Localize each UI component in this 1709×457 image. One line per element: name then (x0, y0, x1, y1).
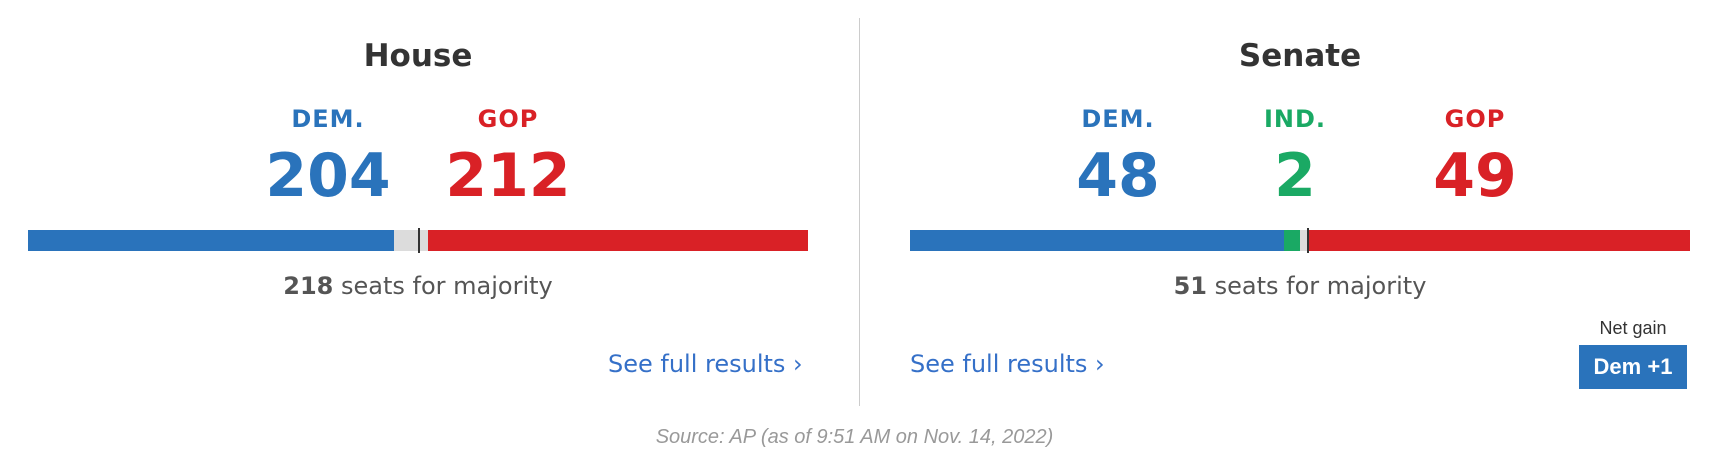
senate-seat-bar (910, 228, 1690, 253)
net-gain-badge: Dem +1 (1579, 345, 1687, 389)
panel-divider (859, 18, 860, 406)
house-see-full-results-link[interactable]: See full results › (608, 350, 803, 378)
house-majority-number: 218 (283, 272, 334, 300)
senate-majority-number: 51 (1173, 272, 1208, 300)
senate-gop-count: 49 (1433, 141, 1517, 211)
house-gop-label: GOP (477, 105, 539, 133)
senate-majority-text: 51 seats for majority (910, 272, 1690, 300)
senate-majority-marker (1306, 228, 1309, 253)
house-majority-label: seats for majority (341, 272, 553, 300)
senate-ind-block: IND. 2 (1195, 104, 1395, 212)
senate-ind-label: IND. (1263, 105, 1327, 133)
house-dem-count: 204 (265, 141, 391, 211)
senate-ind-count: 2 (1274, 141, 1316, 211)
senate-gop-label: GOP (1444, 105, 1506, 133)
house-gop-bar (427, 230, 808, 251)
senate-gop-block: GOP 49 (1375, 104, 1575, 212)
net-gain-label: Net gain (1599, 318, 1667, 338)
senate-dem-block: DEM. 48 (1018, 104, 1218, 212)
senate-see-full-results-link[interactable]: See full results › (910, 350, 1105, 378)
source-note: Source: AP (as of 9:51 AM on Nov. 14, 20… (655, 426, 1054, 448)
senate-dem-bar (910, 230, 1285, 251)
senate-ind-bar (1284, 230, 1300, 251)
house-dem-label: DEM. (291, 105, 365, 133)
house-seat-bar (28, 228, 808, 253)
house-dem-block: DEM. 204 (228, 104, 428, 212)
house-majority-marker (417, 228, 420, 253)
senate-dem-label: DEM. (1081, 105, 1155, 133)
house-panel: House DEM. 204 GOP 212 218 seats for maj… (28, 0, 808, 410)
senate-dem-count: 48 (1076, 141, 1160, 211)
house-majority-text: 218 seats for majority (28, 272, 808, 300)
house-dem-bar (28, 230, 394, 251)
house-title: House (363, 38, 473, 74)
house-gop-block: GOP 212 (408, 104, 608, 212)
house-gop-count: 212 (445, 141, 571, 211)
senate-title: Senate (1238, 38, 1362, 74)
senate-gop-bar (1307, 230, 1690, 251)
senate-majority-label: seats for majority (1214, 272, 1427, 300)
senate-panel: Senate DEM. 48 IND. 2 GOP 49 51 seats fo… (910, 0, 1690, 410)
